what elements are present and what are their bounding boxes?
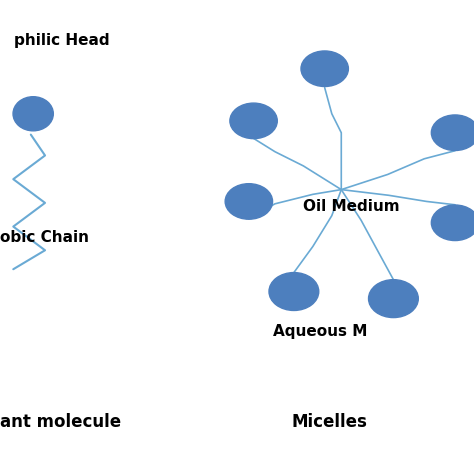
Text: philic Head: philic Head	[14, 33, 110, 48]
Ellipse shape	[13, 97, 53, 131]
Ellipse shape	[431, 205, 474, 241]
Text: Oil Medium: Oil Medium	[303, 199, 400, 214]
Ellipse shape	[368, 280, 418, 318]
Ellipse shape	[431, 115, 474, 151]
Text: Micelles: Micelles	[292, 413, 367, 431]
Ellipse shape	[230, 103, 277, 138]
Text: obic Chain: obic Chain	[0, 229, 89, 245]
Ellipse shape	[225, 184, 273, 219]
Text: Aqueous M: Aqueous M	[273, 324, 367, 339]
Text: ant molecule: ant molecule	[0, 413, 121, 431]
Ellipse shape	[269, 273, 319, 310]
Ellipse shape	[301, 51, 348, 87]
